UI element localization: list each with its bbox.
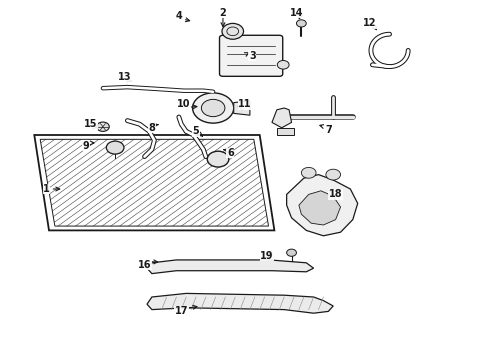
Circle shape: [193, 93, 234, 123]
Polygon shape: [147, 260, 314, 274]
Circle shape: [287, 249, 296, 256]
Polygon shape: [147, 293, 333, 313]
Text: 4: 4: [175, 11, 182, 21]
Polygon shape: [272, 108, 292, 128]
Text: 10: 10: [177, 99, 191, 109]
Text: 17: 17: [174, 306, 188, 316]
Text: 18: 18: [329, 189, 343, 199]
Circle shape: [296, 20, 306, 27]
Polygon shape: [277, 128, 294, 135]
Polygon shape: [299, 191, 341, 225]
Text: 16: 16: [138, 260, 151, 270]
Text: 6: 6: [227, 148, 234, 158]
Text: 11: 11: [238, 99, 252, 109]
Polygon shape: [287, 175, 358, 236]
Circle shape: [106, 141, 124, 154]
Circle shape: [207, 151, 229, 167]
Text: 2: 2: [220, 8, 226, 18]
FancyBboxPatch shape: [220, 35, 283, 76]
Text: 1: 1: [43, 184, 50, 194]
Text: 7: 7: [325, 125, 332, 135]
Circle shape: [222, 23, 244, 39]
Circle shape: [201, 99, 225, 117]
Text: 14: 14: [290, 8, 303, 18]
Text: 8: 8: [148, 123, 155, 133]
Text: 13: 13: [118, 72, 132, 82]
Text: 12: 12: [363, 18, 377, 28]
Polygon shape: [234, 101, 250, 115]
Text: 9: 9: [82, 141, 89, 151]
Circle shape: [277, 60, 289, 69]
Circle shape: [301, 167, 316, 178]
Text: 5: 5: [193, 126, 199, 136]
Text: 3: 3: [249, 51, 256, 61]
Text: 15: 15: [84, 119, 98, 129]
Circle shape: [326, 169, 341, 180]
Circle shape: [97, 122, 109, 131]
Text: 19: 19: [260, 251, 274, 261]
